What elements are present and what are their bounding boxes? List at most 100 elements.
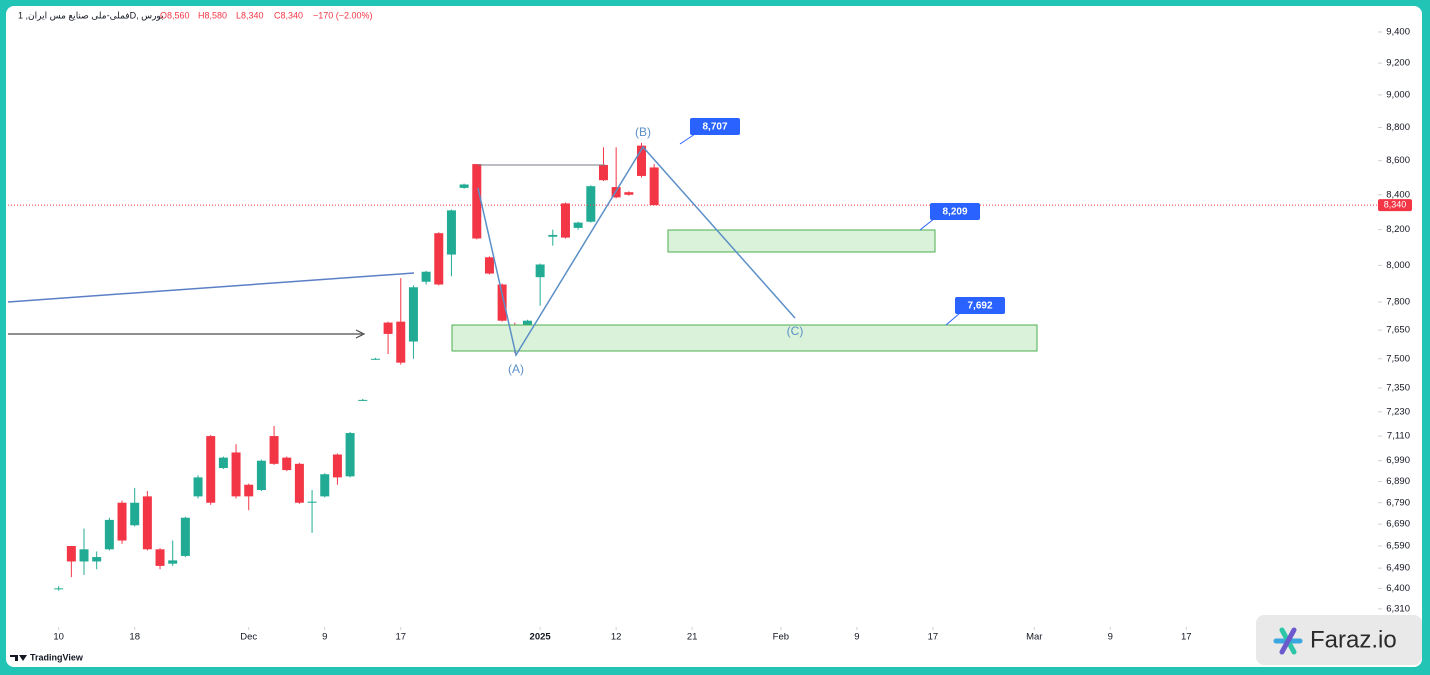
wave-path bbox=[477, 145, 796, 357]
y-tick-label: 6,400 bbox=[1386, 583, 1410, 594]
y-tick-label: 8,800 bbox=[1386, 122, 1410, 133]
candle-body bbox=[421, 271, 431, 282]
change: −170 (−2.00%) bbox=[313, 10, 373, 20]
candle-body bbox=[79, 549, 89, 562]
callout bbox=[955, 297, 1005, 314]
candle-body bbox=[307, 501, 317, 503]
candle-body bbox=[396, 321, 406, 363]
x-tick-label: Feb bbox=[773, 632, 789, 643]
y-tick-label: 7,800 bbox=[1386, 297, 1410, 308]
candle-body bbox=[130, 502, 140, 526]
candle-body bbox=[282, 457, 292, 471]
symbol: فملی-ملی صنایع مس ایران, 1D, بورس bbox=[18, 10, 164, 20]
tradingview: TradingView bbox=[30, 652, 84, 662]
x-tick-label: 12 bbox=[611, 632, 622, 643]
candle-body bbox=[383, 322, 393, 334]
candle-body bbox=[497, 284, 507, 321]
callout bbox=[930, 203, 980, 220]
candle-body bbox=[624, 192, 634, 195]
candle-body bbox=[484, 257, 494, 274]
candle-body bbox=[332, 454, 342, 478]
x-tick-label: 18 bbox=[129, 632, 140, 643]
ohlc-high: H8,580 bbox=[198, 10, 227, 20]
candle-body bbox=[535, 264, 545, 278]
wave-label: (C) bbox=[787, 324, 804, 338]
y-tick-label: 6,690 bbox=[1386, 519, 1410, 530]
candle-body bbox=[548, 234, 558, 237]
y-tick-label: 6,990 bbox=[1386, 455, 1410, 466]
callout-label: 8,707 bbox=[702, 122, 727, 133]
y-tick-label: 6,790 bbox=[1386, 497, 1410, 508]
brand-logo bbox=[1273, 627, 1303, 655]
candle-body bbox=[142, 496, 152, 550]
y-tick-label: 8,400 bbox=[1386, 189, 1410, 200]
candle-body bbox=[92, 557, 102, 562]
callout-pointer bbox=[679, 133, 696, 145]
candle-body bbox=[294, 463, 304, 503]
support-zone bbox=[667, 229, 936, 253]
support-zone bbox=[451, 324, 1038, 352]
x-tick-label: 9 bbox=[322, 632, 327, 643]
trend-line bbox=[7, 272, 415, 303]
candle-body bbox=[256, 460, 266, 491]
candle-body bbox=[206, 436, 216, 503]
candle-body bbox=[218, 457, 228, 468]
y-tick-label: 9,400 bbox=[1386, 26, 1410, 37]
last-price-label: 8,340 bbox=[1384, 200, 1407, 210]
wave-label: (A) bbox=[508, 362, 524, 376]
x-tick-label: Dec bbox=[240, 632, 257, 643]
candle-body bbox=[560, 203, 570, 238]
candle-body bbox=[231, 452, 241, 497]
candle-body bbox=[472, 164, 482, 239]
tv-logo bbox=[10, 655, 27, 661]
y-tick-label: 7,230 bbox=[1386, 406, 1410, 417]
candle-body bbox=[168, 560, 178, 564]
candle-body bbox=[408, 287, 418, 342]
candle-body bbox=[244, 484, 254, 497]
ohlc-open: O8,560 bbox=[160, 10, 190, 20]
x-tick-label: 17 bbox=[928, 632, 939, 643]
candle-body bbox=[358, 399, 368, 401]
candle-body bbox=[320, 474, 330, 497]
callout-label: 8,209 bbox=[942, 207, 967, 218]
candle-body bbox=[434, 233, 444, 285]
ohlc-close: C8,340 bbox=[274, 10, 303, 20]
candle-body bbox=[586, 186, 596, 222]
y-tick-label: 6,890 bbox=[1386, 476, 1410, 487]
y-tick-label: 7,650 bbox=[1386, 325, 1410, 336]
x-tick-label: 17 bbox=[395, 632, 406, 643]
candle-body bbox=[193, 477, 203, 497]
callout-label: 7,692 bbox=[967, 301, 992, 312]
candle-body bbox=[54, 588, 64, 590]
brand-badge bbox=[1256, 615, 1422, 665]
candle-body bbox=[155, 549, 165, 566]
candle-body bbox=[66, 546, 76, 562]
x-tick-label: 9 bbox=[854, 632, 859, 643]
candle-body bbox=[104, 519, 114, 550]
candle-body bbox=[117, 502, 127, 541]
x-tick-label: 9 bbox=[1108, 632, 1113, 643]
x-tick-label: 10 bbox=[53, 632, 64, 643]
x-tick-label: 21 bbox=[687, 632, 698, 643]
callout-pointer bbox=[945, 312, 961, 326]
candle-body bbox=[370, 358, 380, 360]
y-tick-label: 9,200 bbox=[1386, 58, 1410, 69]
candle-body bbox=[180, 517, 190, 556]
arrow-head bbox=[355, 329, 366, 339]
x-tick-label: 17 bbox=[1181, 632, 1192, 643]
y-tick-label: 6,490 bbox=[1386, 563, 1410, 574]
y-tick-label: 6,590 bbox=[1386, 541, 1410, 552]
wave-label: (B) bbox=[635, 125, 651, 139]
candle-body bbox=[446, 210, 456, 255]
y-tick-label: 7,110 bbox=[1387, 431, 1410, 442]
candle-body bbox=[636, 145, 646, 176]
x-tick-label: Mar bbox=[1026, 632, 1042, 643]
candle-body bbox=[459, 184, 469, 188]
candle-body bbox=[598, 164, 608, 181]
y-tick-label: 8,000 bbox=[1386, 260, 1410, 271]
brand: Faraz.io bbox=[1310, 626, 1397, 653]
candle-body bbox=[345, 433, 355, 477]
candle-body bbox=[573, 222, 583, 228]
last-price-box bbox=[1378, 199, 1412, 212]
